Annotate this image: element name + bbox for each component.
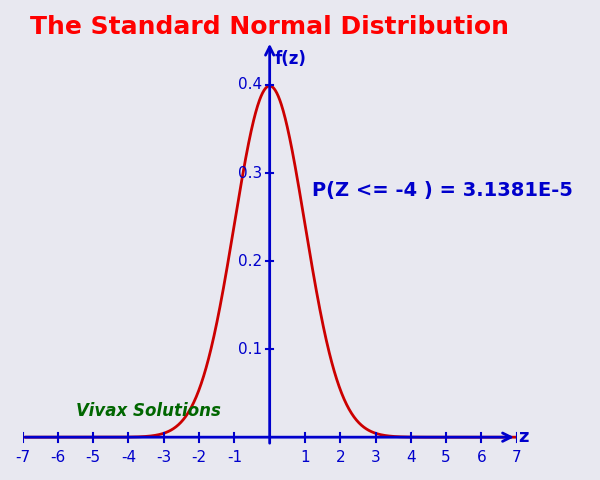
Text: 0.3: 0.3 bbox=[238, 166, 263, 180]
Text: f(z): f(z) bbox=[275, 50, 307, 68]
Title: The Standard Normal Distribution: The Standard Normal Distribution bbox=[30, 15, 509, 39]
Text: -3: -3 bbox=[156, 450, 172, 466]
Text: 0.4: 0.4 bbox=[238, 77, 263, 93]
Text: 7: 7 bbox=[512, 450, 521, 466]
Text: -7: -7 bbox=[15, 450, 30, 466]
Text: 3: 3 bbox=[371, 450, 380, 466]
Text: Vivax Solutions: Vivax Solutions bbox=[76, 402, 220, 420]
Text: -5: -5 bbox=[86, 450, 101, 466]
Text: P(Z <= -4 ) = 3.1381E-5: P(Z <= -4 ) = 3.1381E-5 bbox=[312, 181, 573, 200]
Text: 5: 5 bbox=[442, 450, 451, 466]
Text: 6: 6 bbox=[476, 450, 487, 466]
Text: -1: -1 bbox=[227, 450, 242, 466]
Text: 0.2: 0.2 bbox=[238, 253, 263, 269]
Text: 0.1: 0.1 bbox=[238, 342, 263, 357]
Text: 2: 2 bbox=[335, 450, 345, 466]
Text: 4: 4 bbox=[406, 450, 416, 466]
Text: 1: 1 bbox=[300, 450, 310, 466]
Text: z: z bbox=[518, 428, 529, 446]
Text: -4: -4 bbox=[121, 450, 136, 466]
Text: -6: -6 bbox=[50, 450, 65, 466]
Text: -2: -2 bbox=[191, 450, 206, 466]
